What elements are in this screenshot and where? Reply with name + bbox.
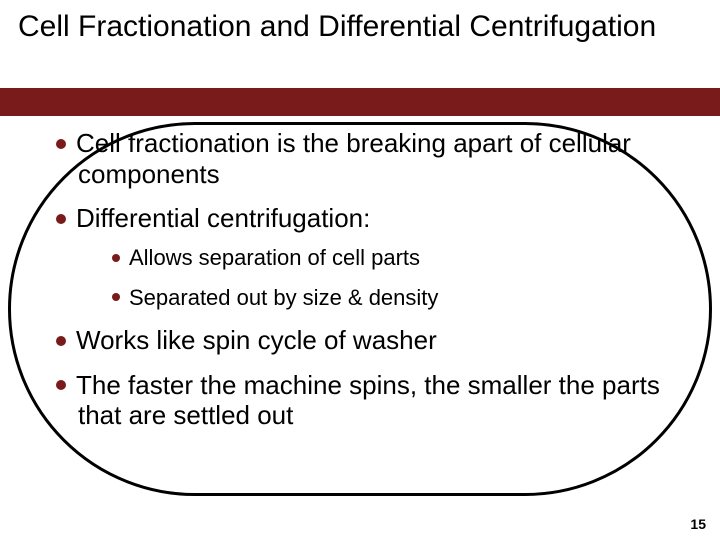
bullet-text: Works like spin cycle of washer <box>76 325 437 355</box>
list-item: The faster the machine spins, the smalle… <box>56 370 676 431</box>
bullet-icon <box>112 293 120 301</box>
bullet-icon <box>112 254 120 262</box>
title-block: Cell Fractionation and Differential Cent… <box>0 0 720 49</box>
page-number: 15 <box>690 516 706 532</box>
bullet-text: Differential centrifugation: <box>76 203 370 233</box>
bullet-icon <box>56 139 66 149</box>
slide-title: Cell Fractionation and Differential Cent… <box>18 10 702 45</box>
accent-banner <box>0 88 720 116</box>
content-area: Cell fractionation is the breaking apart… <box>56 128 676 445</box>
bullet-icon <box>56 336 66 346</box>
slide: Cell Fractionation and Differential Cent… <box>0 0 720 540</box>
list-item: Separated out by size & density <box>112 284 676 312</box>
bullet-icon <box>56 380 66 390</box>
list-item: Cell fractionation is the breaking apart… <box>56 128 676 189</box>
bullet-text: Allows separation of cell parts <box>129 245 420 270</box>
list-item: Differential centrifugation: Allows sepa… <box>56 203 676 311</box>
list-item: Works like spin cycle of washer <box>56 325 676 356</box>
bullet-text: Cell fractionation is the breaking apart… <box>76 128 631 189</box>
list-item: Allows separation of cell parts <box>112 244 676 272</box>
bullet-text: The faster the machine spins, the smalle… <box>76 370 660 431</box>
bullet-text: Separated out by size & density <box>129 285 438 310</box>
bullet-list-level2: Allows separation of cell parts Separate… <box>78 244 676 311</box>
bullet-icon <box>56 214 66 224</box>
bullet-list-level1: Cell fractionation is the breaking apart… <box>56 128 676 431</box>
